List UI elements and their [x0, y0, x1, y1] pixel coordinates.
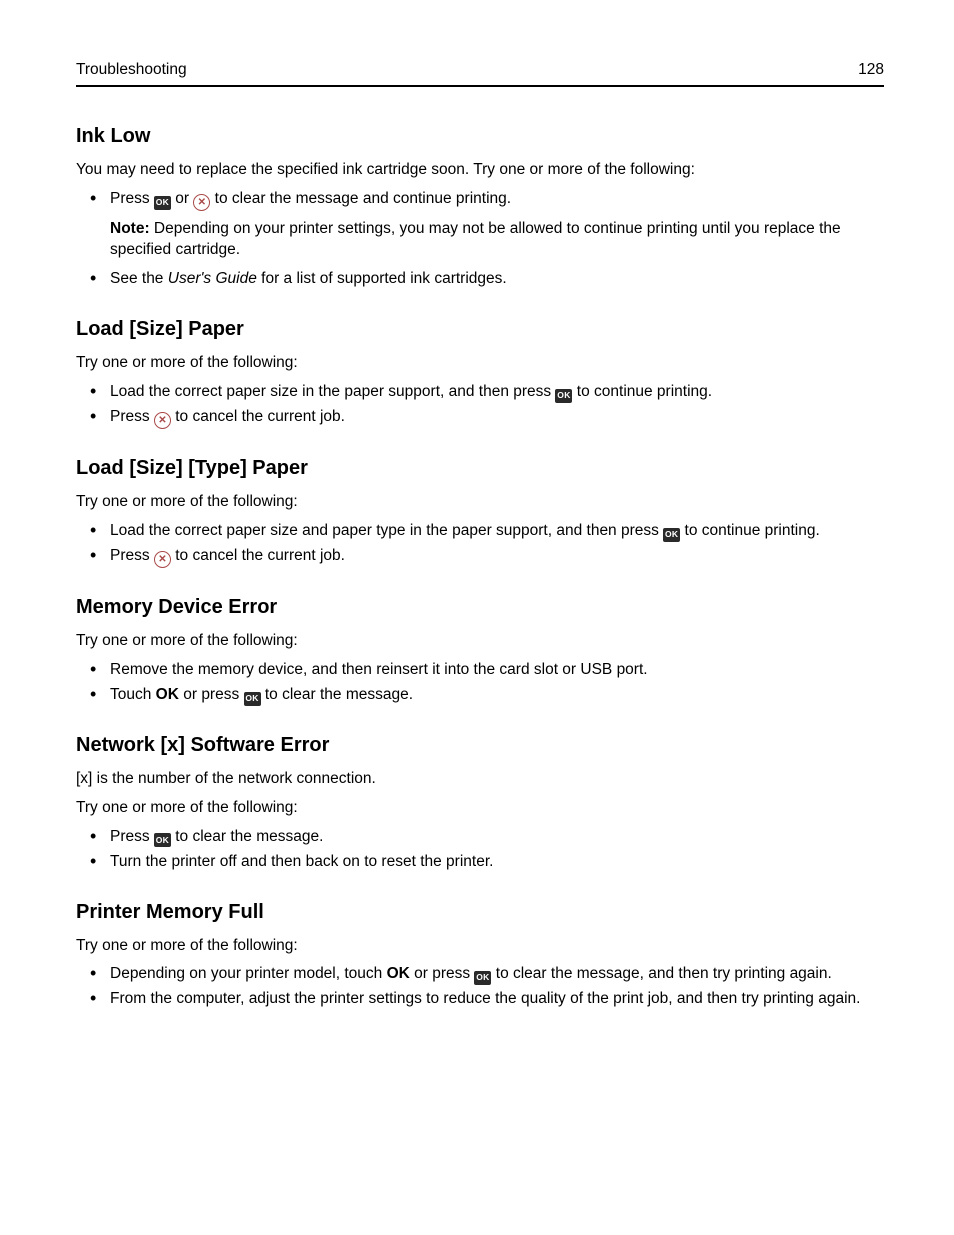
- bullet-list: Load the correct paper size in the paper…: [76, 382, 884, 429]
- list-item: See the User's Guide for a list of suppo…: [106, 269, 884, 290]
- bullet-list: Press OK or ✕ to clear the message and c…: [76, 189, 884, 290]
- cancel-button-icon: ✕: [154, 551, 171, 568]
- list-item: From the computer, adjust the printer se…: [106, 989, 884, 1010]
- note-label: Note:: [110, 220, 150, 237]
- list-item: Load the correct paper size and paper ty…: [106, 521, 884, 542]
- section-paragraph: [x] is the number of the network connect…: [76, 769, 884, 790]
- bullet-list: Depending on your printer model, touch O…: [76, 964, 884, 1010]
- list-item: Press OK to clear the message.: [106, 827, 884, 848]
- section-paragraph: Try one or more of the following:: [76, 798, 884, 819]
- list-item: Press OK or ✕ to clear the message and c…: [106, 189, 884, 261]
- list-item: Depending on your printer model, touch O…: [106, 964, 884, 985]
- note-block: Note: Depending on your printer settings…: [110, 219, 884, 261]
- bullet-list: Remove the memory device, and then reins…: [76, 660, 884, 706]
- section-title: Network [x] Software Error: [76, 732, 884, 759]
- ok-button-icon: OK: [244, 692, 261, 706]
- section-title: Load [Size] [Type] Paper: [76, 455, 884, 482]
- list-item: Press ✕ to cancel the current job.: [106, 546, 884, 568]
- section-intro: Try one or more of the following:: [76, 631, 884, 652]
- cancel-button-icon: ✕: [154, 412, 171, 429]
- list-item: Load the correct paper size in the paper…: [106, 382, 884, 403]
- list-item: Remove the memory device, and then reins…: [106, 660, 884, 681]
- section-title: Printer Memory Full: [76, 899, 884, 926]
- ok-button-icon: OK: [474, 971, 491, 985]
- bold-text: OK: [387, 965, 410, 982]
- list-item: Turn the printer off and then back on to…: [106, 852, 884, 873]
- section-title: Load [Size] Paper: [76, 316, 884, 343]
- section-intro: You may need to replace the specified in…: [76, 160, 884, 181]
- ok-button-icon: OK: [663, 528, 680, 542]
- list-item: Press ✕ to cancel the current job.: [106, 407, 884, 429]
- bullet-list: Load the correct paper size and paper ty…: [76, 521, 884, 568]
- section-intro: Try one or more of the following:: [76, 353, 884, 374]
- list-item: Touch OK or press OK to clear the messag…: [106, 685, 884, 706]
- ok-button-icon: OK: [555, 389, 572, 403]
- cancel-button-icon: ✕: [193, 194, 210, 211]
- section-intro: Try one or more of the following:: [76, 936, 884, 957]
- bold-text: OK: [156, 686, 179, 703]
- header-page-number: 128: [858, 60, 884, 81]
- ok-button-icon: OK: [154, 833, 171, 847]
- bullet-list: Press OK to clear the message. Turn the p…: [76, 827, 884, 873]
- section-intro: Try one or more of the following:: [76, 492, 884, 513]
- italic-text: User's Guide: [168, 270, 257, 287]
- header-left: Troubleshooting: [76, 60, 187, 81]
- ok-button-icon: OK: [154, 196, 171, 210]
- section-title: Memory Device Error: [76, 594, 884, 621]
- section-title: Ink Low: [76, 123, 884, 150]
- page-header: Troubleshooting 128: [76, 60, 884, 87]
- page-content: Ink Low You may need to replace the speci…: [76, 123, 884, 1010]
